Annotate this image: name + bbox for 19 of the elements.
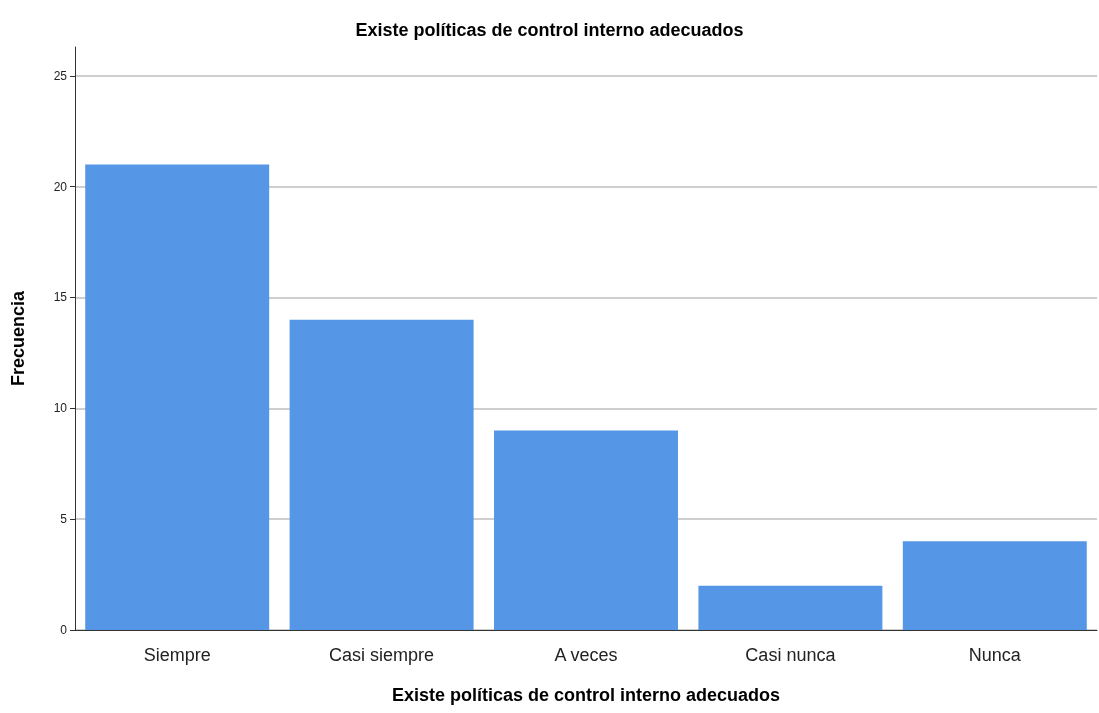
x-tick-label: Casi siempre: [329, 645, 435, 665]
y-tick-label: 10: [53, 401, 68, 416]
x-tick-label: Siempre: [143, 645, 211, 665]
y-tick-label: 25: [53, 68, 68, 83]
y-tick-label: 0: [60, 623, 68, 637]
chart-title: Existe políticas de control interno adecuados: [355, 20, 744, 40]
bar: [85, 164, 270, 630]
bar: [902, 541, 1087, 630]
bar: [494, 430, 678, 630]
y-tick-label: 20: [53, 179, 68, 194]
bar: [289, 319, 474, 630]
y-axis-title: Frecuencia: [8, 289, 28, 387]
bar: [698, 585, 883, 630]
y-tick-label: 5: [60, 512, 68, 527]
x-tick-label: A veces: [554, 645, 618, 665]
x-tick-label: Casi nunca: [745, 645, 837, 665]
x-tick-label: Nunca: [968, 645, 1022, 665]
y-tick-label: 15: [53, 290, 68, 305]
x-axis-title: Existe políticas de control interno adecuados: [391, 685, 781, 705]
